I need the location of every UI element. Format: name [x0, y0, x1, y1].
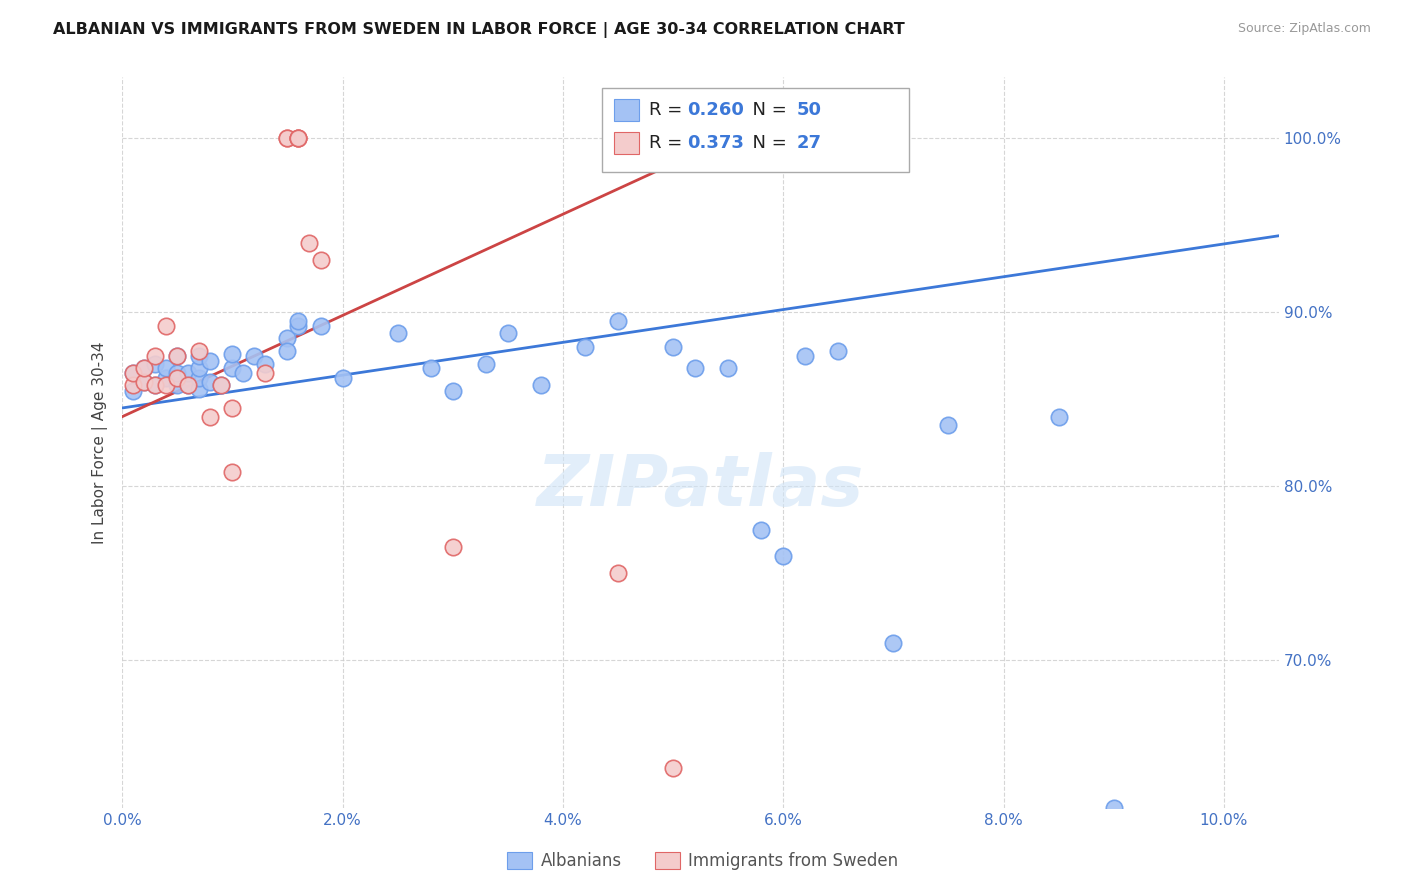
Point — [938, 418, 960, 433]
Point — [419, 361, 441, 376]
Point — [177, 378, 200, 392]
Point — [287, 131, 309, 145]
Point — [166, 349, 188, 363]
Point — [134, 375, 156, 389]
Text: Source: ZipAtlas.com: Source: ZipAtlas.com — [1237, 22, 1371, 36]
Point — [221, 401, 243, 415]
Point — [607, 314, 630, 328]
Point — [143, 358, 166, 372]
Point — [387, 326, 409, 341]
Point — [155, 319, 177, 334]
Text: R =: R = — [648, 102, 688, 120]
Point — [441, 540, 464, 554]
Point — [122, 366, 145, 380]
Point — [530, 378, 553, 392]
Point — [496, 326, 519, 341]
Point — [683, 361, 706, 376]
Point — [209, 378, 232, 392]
Point — [221, 466, 243, 480]
Point — [772, 549, 794, 563]
Point — [188, 343, 211, 358]
Text: 0.373: 0.373 — [686, 134, 744, 153]
Point — [276, 343, 298, 358]
Point — [794, 349, 817, 363]
Point — [155, 371, 177, 385]
Point — [309, 319, 332, 334]
Point — [188, 361, 211, 376]
Text: N =: N = — [741, 134, 793, 153]
Text: N =: N = — [741, 102, 793, 120]
Point — [1047, 409, 1070, 424]
Point — [287, 131, 309, 145]
Point — [122, 378, 145, 392]
Point — [1102, 801, 1125, 815]
Point — [155, 378, 177, 392]
Point — [134, 361, 156, 376]
Point — [221, 361, 243, 376]
Point — [166, 366, 188, 380]
Text: ZIPatlas: ZIPatlas — [537, 452, 865, 521]
Point — [254, 366, 277, 380]
Point — [122, 366, 145, 380]
Point — [221, 347, 243, 361]
Point — [662, 761, 685, 775]
Point — [276, 131, 298, 145]
Point — [188, 371, 211, 385]
Point — [134, 361, 156, 376]
Point — [243, 349, 266, 363]
Point — [254, 358, 277, 372]
Point — [143, 378, 166, 392]
Point — [309, 253, 332, 268]
Point — [188, 349, 211, 363]
Point — [717, 361, 740, 376]
Point — [143, 349, 166, 363]
Point — [134, 375, 156, 389]
Text: 50: 50 — [797, 102, 821, 120]
Point — [143, 378, 166, 392]
Legend: Albanians, Immigrants from Sweden: Albanians, Immigrants from Sweden — [501, 845, 905, 877]
Point — [287, 319, 309, 334]
FancyBboxPatch shape — [614, 132, 640, 154]
Point — [882, 636, 904, 650]
Point — [827, 343, 849, 358]
Point — [287, 314, 309, 328]
FancyBboxPatch shape — [614, 99, 640, 121]
Point — [200, 375, 222, 389]
Point — [276, 131, 298, 145]
Point — [287, 131, 309, 145]
Point — [166, 349, 188, 363]
Point — [209, 378, 232, 392]
Point — [177, 378, 200, 392]
Point — [574, 340, 596, 354]
Point — [298, 235, 321, 250]
Point — [662, 340, 685, 354]
Point — [332, 371, 354, 385]
Text: 0.260: 0.260 — [686, 102, 744, 120]
Point — [232, 366, 254, 380]
Point — [200, 409, 222, 424]
Point — [177, 366, 200, 380]
Point — [155, 361, 177, 376]
Text: ALBANIAN VS IMMIGRANTS FROM SWEDEN IN LABOR FORCE | AGE 30-34 CORRELATION CHART: ALBANIAN VS IMMIGRANTS FROM SWEDEN IN LA… — [53, 22, 905, 38]
Point — [122, 384, 145, 398]
Point — [188, 382, 211, 396]
Point — [166, 378, 188, 392]
FancyBboxPatch shape — [602, 88, 908, 172]
Point — [441, 384, 464, 398]
Text: R =: R = — [648, 134, 688, 153]
Point — [474, 358, 496, 372]
Point — [200, 354, 222, 368]
Text: 27: 27 — [797, 134, 821, 153]
Point — [607, 566, 630, 581]
Point — [749, 523, 772, 537]
Y-axis label: In Labor Force | Age 30-34: In Labor Force | Age 30-34 — [93, 342, 108, 544]
Point — [166, 371, 188, 385]
Point — [276, 331, 298, 345]
